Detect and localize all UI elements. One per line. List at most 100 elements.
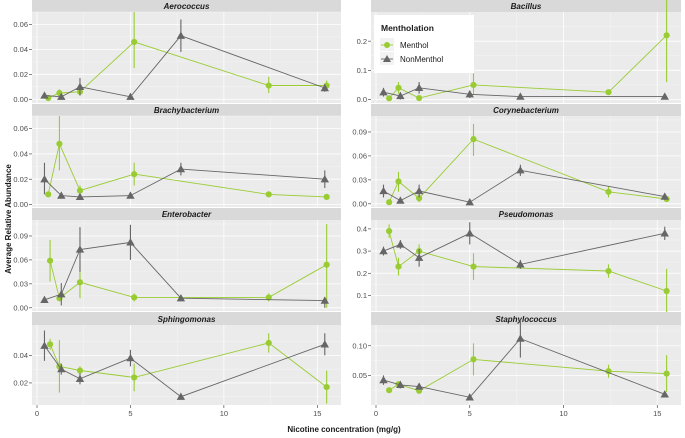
x-tick-label: 5 bbox=[128, 409, 132, 418]
y-tick-label: 0.00 bbox=[352, 199, 367, 208]
series-line bbox=[49, 342, 327, 388]
series-menthol bbox=[45, 116, 330, 200]
data-point bbox=[470, 263, 477, 270]
panel-strip bbox=[32, 208, 341, 220]
data-point bbox=[75, 192, 85, 201]
y-tick-label: 0.03 bbox=[352, 175, 367, 184]
data-point bbox=[386, 387, 393, 394]
data-point bbox=[465, 90, 474, 98]
panel-title: Pseudomonas bbox=[499, 210, 554, 219]
data-point bbox=[57, 290, 66, 298]
y-tick-label: 0.10 bbox=[352, 341, 367, 350]
series-line bbox=[44, 35, 325, 98]
y-tick-label: 0.02 bbox=[13, 379, 28, 388]
x-tick-label: 10 bbox=[220, 409, 228, 418]
panel-pseudomonas: Pseudomonas 0.1 0.2 0.3 0.4 bbox=[357, 208, 681, 314]
series-menthol bbox=[46, 333, 330, 404]
x-tick-label: 5 bbox=[468, 409, 472, 418]
panel-title: Enterobacter bbox=[162, 210, 212, 219]
y-tick-label: 0.04 bbox=[13, 45, 28, 54]
data-point bbox=[176, 31, 186, 39]
y-tick-label: 0.06 bbox=[13, 256, 28, 265]
panel-title: Sphingomonas bbox=[158, 315, 216, 324]
data-point bbox=[663, 370, 670, 377]
x-tick-label: 10 bbox=[559, 409, 567, 418]
series-line bbox=[383, 338, 665, 398]
data-point bbox=[320, 340, 329, 348]
panels: Aerococcus 0.00 0.02 0.04 0.06 Bacillus 0.0 0.1… bbox=[13, 0, 681, 418]
y-tick-label: 0.2 bbox=[357, 37, 367, 46]
panel-strip bbox=[371, 0, 681, 12]
y-tick-label: 0.1 bbox=[357, 66, 367, 75]
data-point bbox=[386, 95, 393, 102]
data-point bbox=[323, 261, 330, 268]
data-point bbox=[126, 353, 135, 362]
data-point bbox=[414, 382, 424, 390]
data-point bbox=[40, 341, 49, 349]
series-nonmenthol bbox=[379, 164, 669, 206]
y-tick-label: 0.1 bbox=[357, 291, 367, 300]
y-tick-label: 0.06 bbox=[13, 20, 28, 29]
data-point bbox=[126, 238, 135, 246]
data-point bbox=[265, 191, 272, 198]
data-point bbox=[265, 339, 272, 347]
data-point bbox=[57, 92, 66, 100]
data-point bbox=[414, 83, 424, 91]
data-point bbox=[396, 240, 405, 248]
data-point bbox=[414, 186, 424, 195]
data-point bbox=[131, 38, 138, 46]
y-tick-label: 0.03 bbox=[13, 279, 28, 288]
data-point bbox=[76, 187, 84, 194]
series-menthol bbox=[386, 224, 670, 314]
y-tick-label: 0.04 bbox=[13, 351, 28, 360]
data-point bbox=[416, 94, 423, 102]
data-point bbox=[45, 191, 52, 198]
y-tick-label: 0.06 bbox=[352, 152, 367, 161]
legend-key-marker bbox=[384, 42, 390, 48]
data-point bbox=[470, 136, 477, 143]
data-point bbox=[379, 186, 388, 195]
panel-title: Staphylococcus bbox=[495, 315, 557, 324]
x-tick-label: 15 bbox=[653, 409, 661, 418]
panel-enterobacter: Enterobacter 0.00 0.03 0.06 0.09 bbox=[13, 208, 341, 312]
data-point bbox=[395, 263, 402, 270]
data-point bbox=[40, 295, 49, 303]
panel-sphingomonas: Sphingomonas 0.02 0.04 0 5 10 15 bbox=[13, 312, 341, 418]
data-point bbox=[320, 174, 329, 183]
series-menthol bbox=[386, 123, 670, 206]
data-point bbox=[516, 92, 525, 100]
data-point bbox=[465, 198, 474, 206]
data-point bbox=[176, 392, 186, 400]
y-tick-label: 0.04 bbox=[13, 150, 28, 159]
legend: Mentholation Menthol NonMenthol bbox=[374, 15, 474, 73]
data-point bbox=[76, 279, 84, 286]
data-point bbox=[660, 229, 669, 237]
series-nonmenthol bbox=[40, 330, 329, 400]
series-line bbox=[49, 260, 327, 299]
data-point bbox=[465, 393, 474, 401]
data-point bbox=[126, 92, 135, 100]
y-tick-label: 0.02 bbox=[13, 175, 28, 184]
data-point bbox=[320, 83, 329, 92]
panel-aerococcus: Aerococcus 0.00 0.02 0.04 0.06 bbox=[13, 0, 341, 104]
series-line bbox=[388, 138, 667, 203]
data-point bbox=[386, 227, 393, 235]
panel-staphylococcus: Staphylococcus 0.05 0.10 0 5 10 15 bbox=[352, 312, 681, 418]
data-point bbox=[395, 84, 402, 91]
panel-strip bbox=[371, 208, 681, 220]
panel-title: Aerococcus bbox=[163, 2, 210, 11]
y-tick-label: 0.4 bbox=[357, 224, 367, 233]
y-tick-label: 0.09 bbox=[13, 232, 28, 241]
x-tick-label: 15 bbox=[313, 409, 321, 418]
data-point bbox=[131, 374, 138, 381]
series-nonmenthol bbox=[379, 82, 669, 100]
panel-title: Bacillus bbox=[511, 2, 542, 11]
data-point bbox=[46, 341, 54, 348]
data-point bbox=[470, 356, 477, 363]
legend-entry-label: NonMenthol bbox=[400, 55, 443, 64]
legend-entry-label: Menthol bbox=[400, 41, 429, 50]
data-point bbox=[46, 257, 54, 264]
data-point bbox=[176, 164, 186, 173]
y-tick-label: 0.00 bbox=[13, 200, 28, 209]
